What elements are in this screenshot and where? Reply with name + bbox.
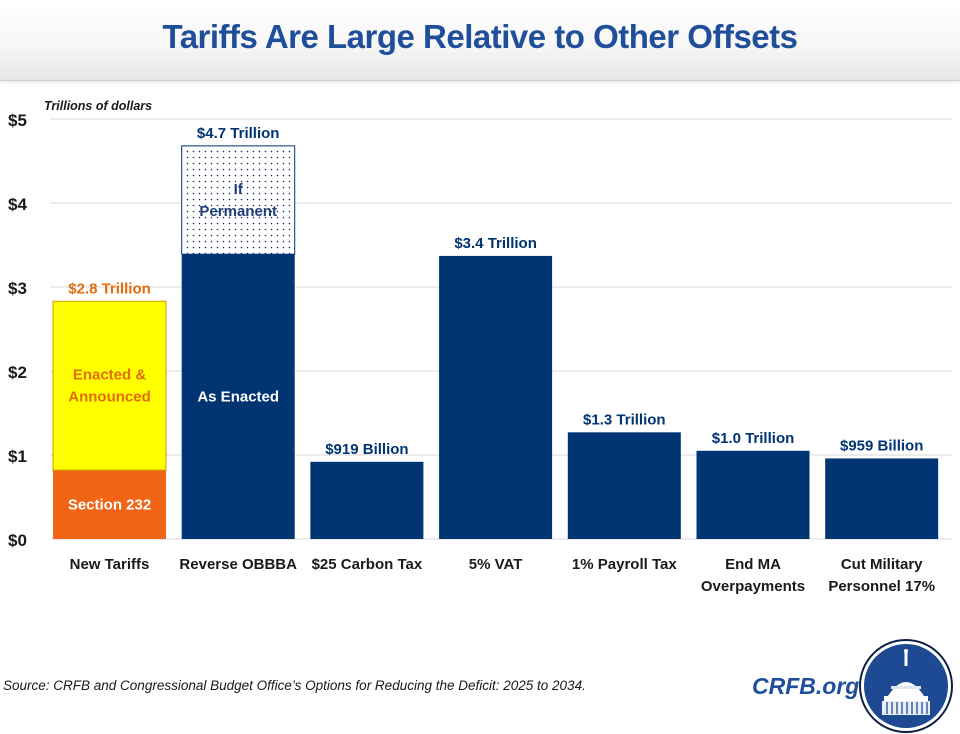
bar-segment-section-232 xyxy=(53,470,166,539)
data-label: $4.7 Trillion xyxy=(197,125,280,142)
data-label: $959 Billion xyxy=(840,437,923,454)
bar-segment-total xyxy=(310,461,424,539)
x-tick-label: $25 Carbon Tax xyxy=(312,556,423,573)
y-tick-label: $3 xyxy=(8,279,27,298)
x-tick-label: Reverse OBBBA xyxy=(179,556,297,573)
unit-label: Trillions of dollars xyxy=(44,99,152,113)
bar-segment-as-enacted xyxy=(181,254,295,540)
segment-label: Permanent xyxy=(199,203,277,220)
data-label: $1.0 Trillion xyxy=(712,430,795,447)
segment-label: Enacted & xyxy=(73,367,147,384)
brand-link[interactable]: CRFB.org xyxy=(752,673,860,699)
data-label: $919 Billion xyxy=(325,441,408,458)
x-tick-label: New Tariffs xyxy=(70,556,150,573)
x-tick-label: Overpayments xyxy=(701,578,805,595)
data-label: $3.4 Trillion xyxy=(454,235,537,252)
bar-segment-enacted-announced xyxy=(52,300,167,471)
bar-segment-total xyxy=(696,450,810,539)
segment-label: If xyxy=(234,181,244,198)
data-label: $2.8 Trillion xyxy=(68,280,151,297)
segment-label: Announced xyxy=(68,389,151,406)
x-tick-label: End MA xyxy=(725,556,781,573)
bar-segment-total xyxy=(567,432,681,539)
x-tick-label: 5% VAT xyxy=(469,556,523,573)
bar-segment-total xyxy=(439,255,553,540)
bar-segment-total xyxy=(825,458,939,539)
segment-label: Section 232 xyxy=(68,497,151,514)
labels: Section 232 Enacted & Announced $2.8 Trilli… xyxy=(68,125,935,595)
y-tick-label: $1 xyxy=(8,447,27,466)
x-tick-label: 1% Payroll Tax xyxy=(572,556,677,573)
bar-segment-if-permanent xyxy=(181,145,296,255)
segment-label: As Enacted xyxy=(197,389,279,406)
y-tick-label: $0 xyxy=(8,531,27,550)
bars xyxy=(52,145,939,540)
y-tick-label: $2 xyxy=(8,363,27,382)
source-note: Source: CRFB and Congressional Budget Of… xyxy=(3,678,586,693)
x-tick-label: Cut Military xyxy=(841,556,923,573)
title-band xyxy=(0,0,960,81)
x-tick-label: Personnel 17% xyxy=(828,578,935,595)
capitol-dome-logo-icon[interactable] xyxy=(858,638,954,734)
data-label: $1.3 Trillion xyxy=(583,411,666,428)
y-tick-label: $4 xyxy=(8,195,27,214)
chart-title: Tariffs Are Large Relative to Other Offs… xyxy=(162,18,798,55)
y-tick-label: $5 xyxy=(8,111,27,130)
bar-chart: $0 $1 $2 $3 $4 $5 Section 232 Enacted & Announc… xyxy=(8,99,952,595)
